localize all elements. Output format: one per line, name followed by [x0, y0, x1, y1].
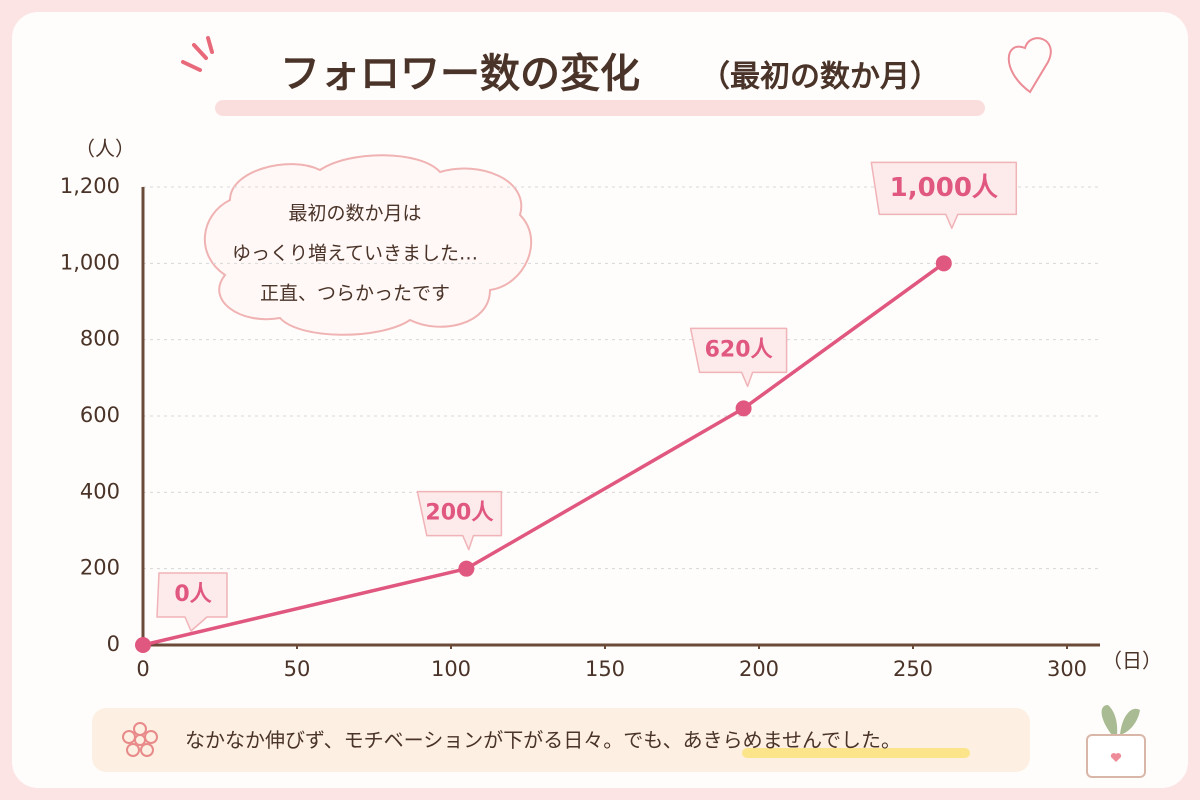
plot-area: 0 200 400 600 800 1,000 1,200 0 50 100 150 200 250 30… — [60, 161, 1100, 681]
flower-icon — [122, 722, 158, 757]
footer-text: なかなか伸びず、モチベーションが下がる日々。でも、あきらめませんでした。 — [185, 728, 901, 752]
x-tick-label: 0 — [136, 657, 149, 681]
annotation-text: ゆっくり増えていきました… — [232, 243, 478, 265]
x-tick-label: 50 — [284, 657, 311, 681]
title-sparks — [181, 36, 214, 72]
y-axis-label: （人） — [75, 137, 135, 161]
y-tick-label: 1,200 — [60, 174, 120, 198]
y-tick-label: 0 — [107, 632, 120, 656]
x-tick-label: 250 — [893, 657, 933, 681]
label-bubble — [156, 572, 228, 632]
chart-title: フォロワー数の変化 — [280, 51, 640, 97]
x-tick-label: 200 — [739, 657, 779, 681]
data-label: 1,000人 — [890, 173, 998, 203]
footer-highlight — [742, 748, 970, 758]
annotation-text: 正直、つらかったです — [260, 283, 450, 305]
footer-part: 。 — [881, 728, 901, 752]
label-bubble — [870, 161, 1018, 230]
footer-part: あきらめませんでした — [683, 728, 881, 752]
title-highlight — [215, 100, 985, 116]
heart-doodle — [1007, 37, 1052, 94]
label-bubble — [689, 327, 788, 388]
data-label: 620人 — [705, 337, 773, 362]
x-axis-label: （日） — [1102, 649, 1162, 673]
y-tick-label: 200 — [80, 556, 120, 580]
data-label: 200人 — [425, 501, 493, 526]
chart-subtitle: （最初の数か月） — [700, 60, 940, 95]
data-label: 0人 — [174, 582, 211, 607]
plant-icon — [1086, 705, 1146, 778]
footer-part: なかなか伸びず、モチベーションが下がる日々。でも、 — [185, 728, 683, 752]
x-tick-label: 300 — [1047, 657, 1087, 681]
y-tick-label: 600 — [80, 403, 120, 427]
series-line — [142, 261, 945, 647]
y-tick-label: 800 — [80, 327, 120, 351]
y-tick-label: 400 — [80, 479, 120, 503]
annotation-text: 最初の数か月は — [288, 203, 421, 225]
data-point — [735, 400, 752, 417]
x-tick-label: 150 — [585, 657, 625, 681]
data-point — [135, 637, 151, 653]
annotation-cloud — [203, 154, 533, 336]
data-point — [935, 255, 952, 272]
label-bubble — [416, 490, 503, 551]
x-tick-label: 100 — [431, 657, 471, 681]
y-tick-label: 1,000 — [60, 250, 120, 274]
data-point — [458, 560, 475, 577]
